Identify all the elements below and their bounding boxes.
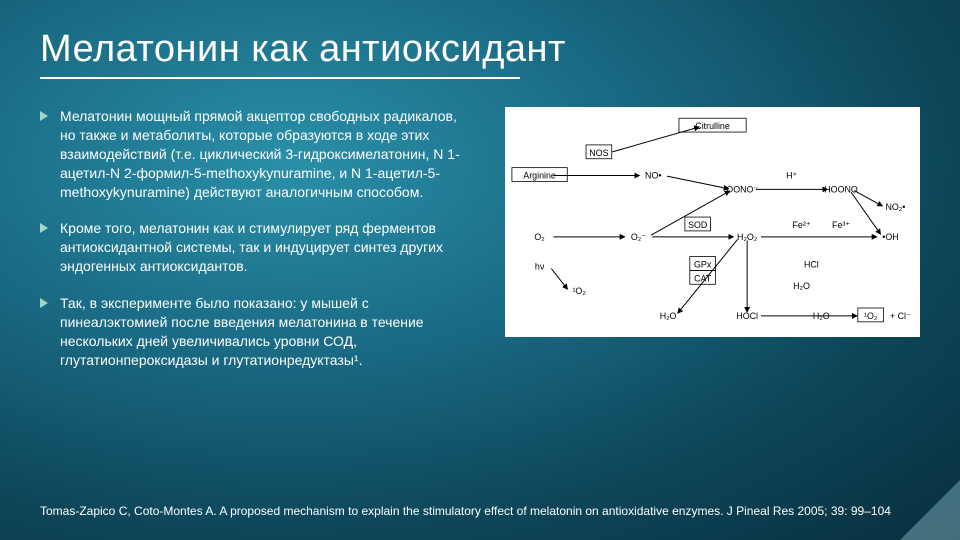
svg-text:+ Cl⁻: + Cl⁻	[890, 311, 911, 321]
bullet-text: Мелатонин мощный прямой акцептор свободн…	[60, 107, 475, 201]
bullet-arrow-icon	[40, 111, 50, 121]
diagram-svg: Citrulline NOS Arginine NO• OONO⁻ H⁺ HOONO NO₂•…	[505, 107, 920, 337]
svg-text:NO•: NO•	[645, 171, 661, 181]
svg-text:HOONO: HOONO	[824, 184, 858, 194]
title-underline	[40, 77, 520, 79]
svg-text:H₂O₂: H₂O₂	[737, 232, 757, 242]
svg-text:H⁺: H⁺	[786, 171, 797, 181]
bullet-item: Так, в эксперименте было показано: у мыш…	[40, 294, 475, 370]
svg-text:NOS: NOS	[589, 148, 608, 158]
bullet-text: Так, в эксперименте было показано: у мыш…	[60, 294, 475, 370]
svg-text:HOCl: HOCl	[736, 311, 758, 321]
svg-text:•OH: •OH	[882, 232, 898, 242]
svg-text:O₂: O₂	[534, 232, 544, 242]
svg-text:GPx: GPx	[694, 259, 712, 269]
svg-text:CAT: CAT	[694, 273, 712, 283]
svg-text:SOD: SOD	[688, 220, 707, 230]
svg-text:OONO⁻: OONO⁻	[726, 184, 758, 194]
citation-text: Tomas-Zapico C, Coto-Montes A. A propose…	[40, 504, 891, 518]
bullet-text: Кроме того, мелатонин как и стимулирует …	[60, 219, 475, 276]
bullet-arrow-icon	[40, 298, 50, 308]
svg-text:NO₂•: NO₂•	[885, 202, 905, 212]
svg-text:H₂O: H₂O	[793, 281, 810, 291]
reaction-diagram: Citrulline NOS Arginine NO• OONO⁻ H⁺ HOONO NO₂•…	[505, 107, 920, 337]
svg-text:hν: hν	[535, 261, 545, 271]
svg-text:H₂O: H₂O	[660, 311, 677, 321]
svg-text:H₂O: H₂O	[813, 311, 830, 321]
bullet-item: Мелатонин мощный прямой акцептор свободн…	[40, 107, 475, 201]
slide-title: Мелатонин как антиоксидант	[40, 28, 920, 71]
bullet-list: Мелатонин мощный прямой акцептор свободн…	[40, 107, 475, 388]
svg-text:Fe²⁺: Fe²⁺	[792, 220, 810, 230]
bullet-item: Кроме того, мелатонин как и стимулирует …	[40, 219, 475, 276]
svg-text:O₂⁻: O₂⁻	[631, 232, 646, 242]
svg-text:¹O₂: ¹O₂	[864, 311, 877, 321]
svg-text:Fe³⁺: Fe³⁺	[832, 220, 850, 230]
svg-text:¹O₂: ¹O₂	[572, 286, 585, 296]
content-row: Мелатонин мощный прямой акцептор свободн…	[40, 107, 920, 388]
bullet-arrow-icon	[40, 223, 50, 233]
svg-text:HCl: HCl	[804, 259, 819, 269]
svg-text:Citrulline: Citrulline	[695, 121, 730, 131]
svg-text:Arginine: Arginine	[523, 171, 556, 181]
corner-decoration	[900, 480, 960, 540]
